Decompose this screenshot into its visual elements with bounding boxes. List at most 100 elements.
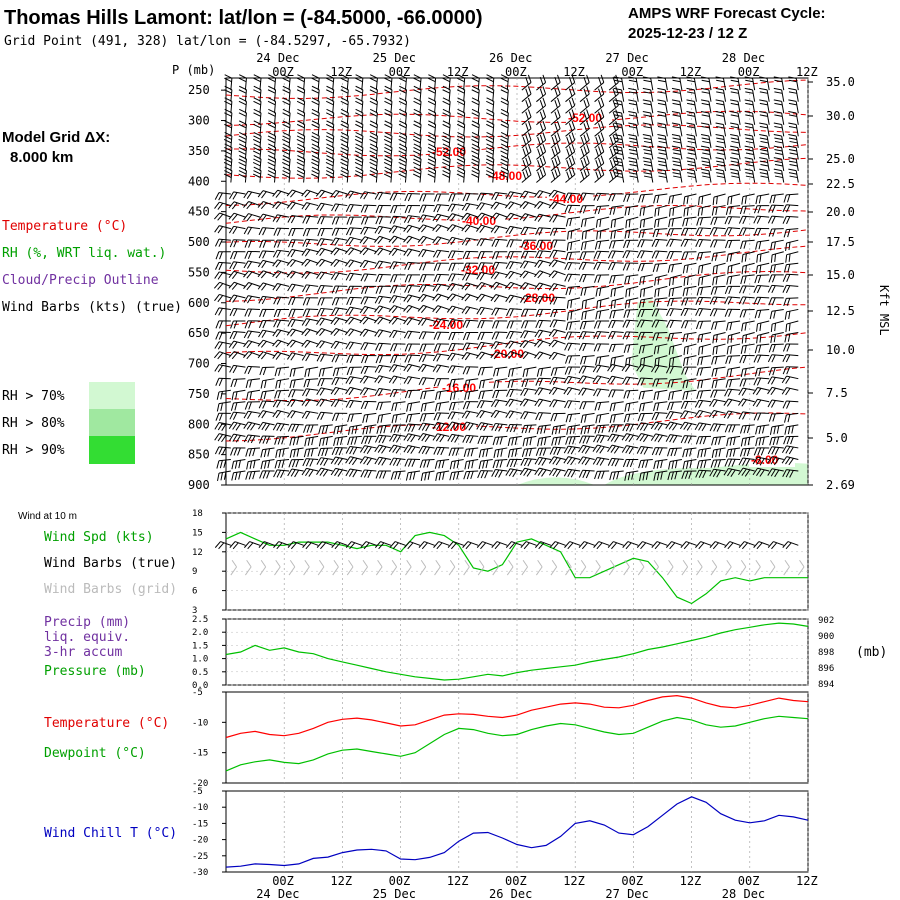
barb-shaft <box>306 189 319 195</box>
barb-flag <box>398 173 407 178</box>
barb-flag <box>362 414 365 423</box>
barb-flag <box>246 422 253 430</box>
cross-section-wind-barb <box>505 330 522 340</box>
barb-flag <box>596 193 602 201</box>
cross-section-wind-barb <box>354 155 364 171</box>
cross-section-wind-barb <box>456 97 466 114</box>
barb-shaft <box>288 78 291 91</box>
barb-flag <box>773 264 776 273</box>
cross-section-wind-barb <box>785 239 799 251</box>
cross-section-wind-barb <box>384 108 393 125</box>
barb-shaft <box>332 112 335 125</box>
isotherm-line <box>225 182 809 206</box>
barb-flag <box>596 331 602 340</box>
barb-flag <box>658 140 667 144</box>
barb-shaft <box>597 228 610 233</box>
barb-shaft <box>317 89 320 102</box>
barb-shaft <box>244 124 247 137</box>
cross-section-wind-barb <box>471 74 480 91</box>
barb-flag <box>571 155 576 164</box>
barb-flag <box>325 173 334 178</box>
cross-section-wind-barb <box>654 274 668 286</box>
barb-shaft <box>664 89 668 102</box>
barb-flag <box>380 414 384 423</box>
barb-flag <box>476 192 482 201</box>
barb-flag <box>296 100 305 106</box>
barb-flag <box>399 108 407 114</box>
barb-shaft <box>757 387 770 391</box>
barb-flag <box>496 379 500 389</box>
cross-section-wind-barb <box>447 365 464 374</box>
cross-section-wind-barb <box>375 204 391 214</box>
barb-flag <box>428 120 436 125</box>
cross-section-wind-barb <box>462 332 479 341</box>
barb-flag <box>384 112 392 117</box>
barb-flag <box>701 79 710 83</box>
barb-flag <box>315 189 322 197</box>
barb-flag <box>584 218 587 227</box>
barb-shaft <box>621 89 625 102</box>
barb-shaft <box>335 190 348 195</box>
barb-flag <box>257 201 264 208</box>
cross-section-wind-barb <box>229 308 246 317</box>
barb-flag <box>471 135 480 140</box>
cross-section-wind-barb <box>710 239 726 248</box>
barb-flag <box>549 399 555 407</box>
barb-shaft <box>349 306 362 310</box>
barb-flag <box>326 123 334 129</box>
cross-section-wind-barb <box>521 143 532 160</box>
barb-shaft <box>393 295 406 299</box>
barb-flag <box>326 97 334 102</box>
cross-section-wind-barb <box>565 155 576 172</box>
barb-flag <box>696 390 700 399</box>
cross-section-wind-barb <box>418 331 435 340</box>
barb-shaft <box>510 410 522 414</box>
barb-flag <box>320 412 325 420</box>
barb-flag <box>261 296 267 305</box>
cross-section-wind-barb <box>657 134 668 148</box>
barb-flag <box>350 413 354 422</box>
cross-section-wind-barb <box>491 238 508 247</box>
cross-section-wind-barb <box>340 131 349 148</box>
barb-flag <box>769 311 773 320</box>
barb-flag <box>621 363 628 372</box>
barb-shaft <box>506 101 509 114</box>
cross-section-wind-barb <box>224 97 233 114</box>
barb-flag <box>345 306 351 315</box>
barb-flag <box>725 379 729 388</box>
barb-flag <box>522 160 527 168</box>
barb-shaft <box>349 399 362 403</box>
cross-section-wind-barb <box>730 168 741 183</box>
height-tick-label: 30.0 <box>826 109 855 123</box>
barb-shaft <box>423 224 435 230</box>
barb-shaft <box>495 399 508 403</box>
barb-shaft <box>404 89 407 102</box>
barb-flag <box>539 88 544 97</box>
cross-section-wind-barb <box>345 204 362 213</box>
barb-flag <box>569 218 573 227</box>
barb-flag <box>580 160 585 168</box>
barb-flag <box>537 388 544 396</box>
barb-flag <box>317 297 322 306</box>
barb-flag <box>446 293 453 301</box>
cross-section-wind-barb <box>257 339 275 348</box>
barb-flag <box>697 357 700 366</box>
cross-section-wind-barb <box>287 410 304 419</box>
cross-section-wind-barb <box>272 270 290 279</box>
barb-flag <box>657 79 666 83</box>
cross-section-wind-barb <box>694 399 712 409</box>
barb-flag <box>403 215 409 223</box>
barb-flag <box>442 162 450 167</box>
cross-section-wind-barb <box>671 145 683 160</box>
barb-flag <box>475 224 482 232</box>
barb-shaft <box>752 101 756 114</box>
barb-shaft <box>737 135 741 148</box>
cross-section-wind-barb <box>578 192 595 201</box>
barb-flag <box>759 91 768 94</box>
cross-section-wind-barb <box>491 307 508 316</box>
barb-flag <box>550 413 554 422</box>
barb-flag <box>411 424 416 433</box>
barb-shaft <box>708 101 712 114</box>
cross-section-wind-barb <box>282 85 291 102</box>
barb-flag <box>384 120 393 125</box>
